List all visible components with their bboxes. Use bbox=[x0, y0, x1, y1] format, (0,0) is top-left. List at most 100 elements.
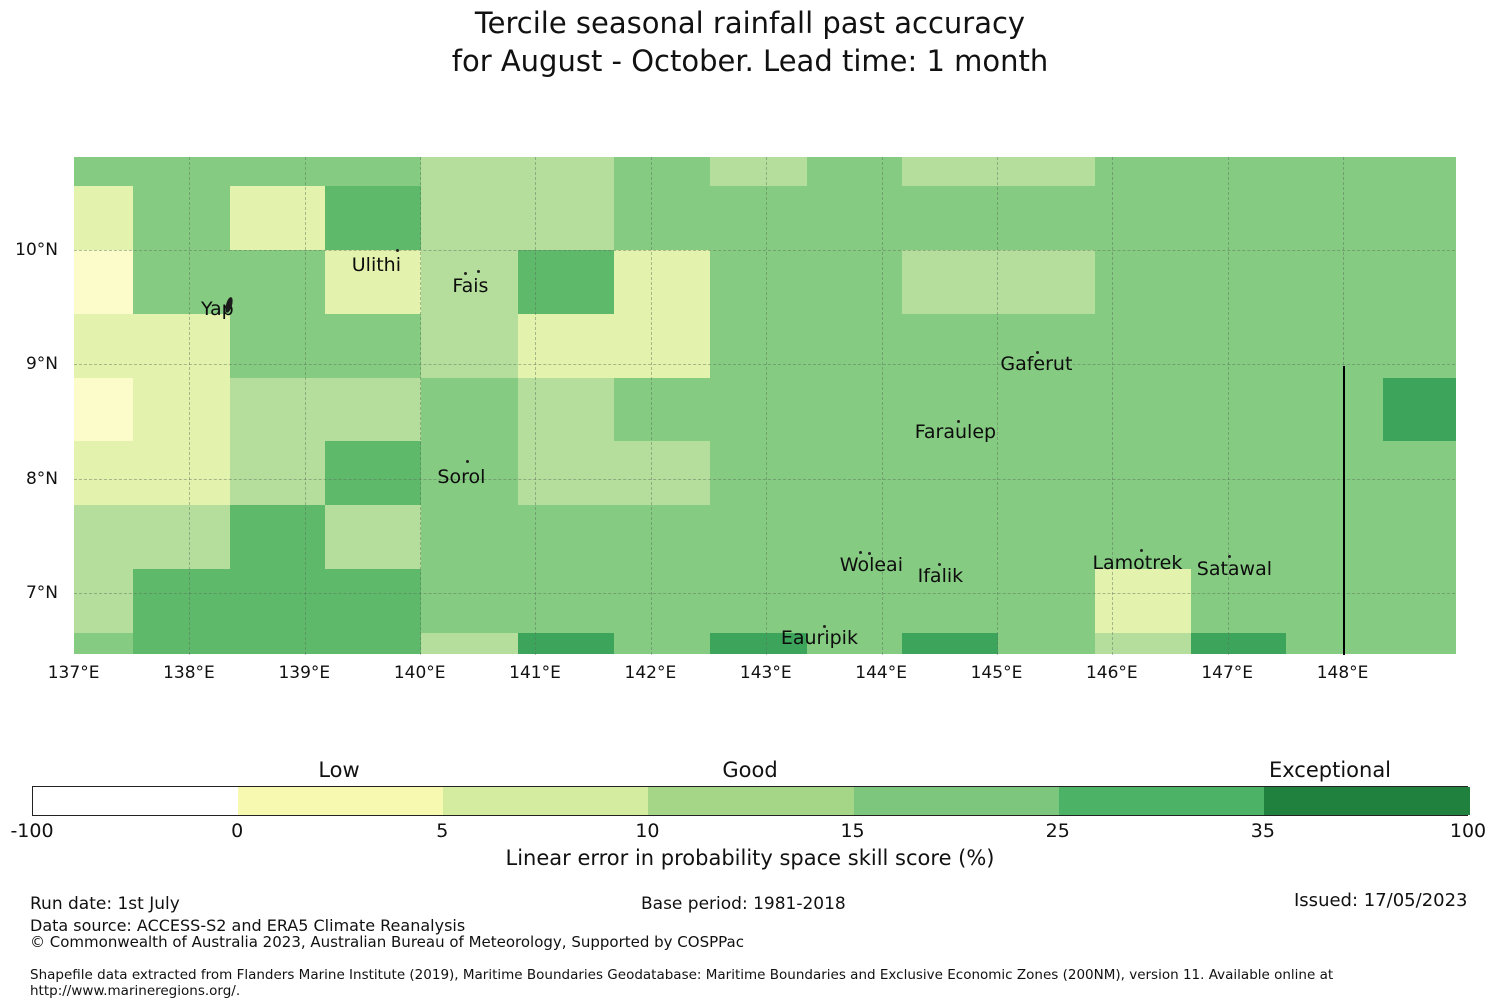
grid-cell bbox=[998, 440, 1096, 506]
grid-cell bbox=[613, 378, 711, 442]
grid-cell bbox=[1094, 378, 1192, 442]
grid-cell bbox=[229, 185, 327, 251]
grid-cell bbox=[518, 632, 615, 655]
graticule-meridian bbox=[996, 157, 998, 655]
grid-cell bbox=[806, 378, 903, 442]
graticule-meridian bbox=[420, 157, 422, 655]
grid-cell bbox=[1094, 250, 1192, 315]
footer-shapefile-note: Shapefile data extracted from Flanders M… bbox=[30, 967, 1334, 999]
island-label-ifalik: Ifalik bbox=[917, 565, 964, 587]
grid-cell bbox=[1094, 185, 1192, 251]
grid-cell bbox=[902, 157, 999, 187]
x-tick-label: 138°E bbox=[163, 663, 215, 683]
grid-cell bbox=[229, 632, 327, 655]
grid-cell bbox=[998, 568, 1096, 634]
grid-cell bbox=[1190, 440, 1288, 506]
map-plot: Yap Ulithi Fais Sorol Gaferut Faraulep Woleai I… bbox=[74, 157, 1456, 655]
colorbar-axis-label: Linear error in probability space skill … bbox=[505, 846, 995, 870]
grid-cell bbox=[229, 440, 327, 506]
grid-cell bbox=[613, 632, 711, 655]
grid-cell bbox=[229, 568, 327, 634]
graticule-meridian bbox=[304, 157, 306, 655]
grid-cell bbox=[74, 314, 134, 379]
grid-cell bbox=[518, 504, 615, 570]
island-label-sorol: Sorol bbox=[437, 466, 486, 488]
y-tick-label: 8°N bbox=[25, 468, 58, 489]
grid-cell bbox=[902, 568, 999, 634]
eez-boundary-line bbox=[1342, 366, 1345, 655]
grid-cell bbox=[902, 250, 999, 315]
island-label-satawal: Satawal bbox=[1196, 558, 1273, 580]
grid-cell bbox=[1286, 185, 1384, 251]
grid-cell bbox=[325, 632, 422, 655]
footer-issued: Issued: 17/05/2023 bbox=[1294, 890, 1468, 911]
grid-cell bbox=[613, 157, 711, 187]
grid-cell bbox=[1286, 504, 1384, 570]
x-tick-label: 148°E bbox=[1316, 663, 1369, 683]
grid-cell bbox=[1383, 157, 1456, 187]
grid-cell bbox=[421, 185, 519, 251]
grid-cell bbox=[709, 568, 808, 634]
footer-data-source: Data source: ACCESS-S2 and ERA5 Climate … bbox=[30, 916, 466, 935]
grid-cell bbox=[1190, 157, 1288, 187]
grid-cell bbox=[709, 314, 808, 379]
grid-cell bbox=[325, 157, 422, 187]
grid-cell bbox=[1190, 185, 1288, 251]
grid-cell bbox=[74, 378, 134, 442]
grid-cell bbox=[325, 250, 422, 315]
colorbar-region-label: Low bbox=[318, 758, 360, 782]
island-marker-lamotrek bbox=[1140, 549, 1144, 552]
island-marker-faraulep bbox=[957, 420, 961, 423]
grid-cell bbox=[132, 314, 231, 379]
grid-cell bbox=[74, 250, 134, 315]
grid-cell bbox=[806, 632, 903, 655]
grid-cell bbox=[229, 314, 327, 379]
grid-cell bbox=[1383, 378, 1456, 442]
island-label-lamotrek: Lamotrek bbox=[1092, 552, 1183, 574]
grid-cell bbox=[1190, 314, 1288, 379]
grid-cell bbox=[325, 504, 422, 570]
x-tick-label: 143°E bbox=[739, 663, 792, 683]
grid-cell bbox=[74, 440, 134, 506]
island-label-woleai: Woleai bbox=[839, 554, 903, 576]
grid-cell bbox=[132, 504, 231, 570]
colorbar-tick-label: 15 bbox=[840, 820, 865, 842]
grid-cell bbox=[518, 440, 615, 506]
grid-cell bbox=[325, 314, 422, 379]
grid-cell bbox=[902, 185, 999, 251]
y-tick-label: 10°N bbox=[15, 240, 58, 260]
grid-cell bbox=[518, 314, 615, 379]
x-tick-label: 137°E bbox=[47, 663, 100, 683]
grid-cell bbox=[1190, 568, 1288, 634]
grid-cell bbox=[1190, 250, 1288, 315]
grid-cell bbox=[1383, 314, 1456, 379]
colorbar-region-label: Good bbox=[722, 758, 778, 782]
island-marker-woleai bbox=[859, 551, 863, 554]
colorbar-tick-label: 35 bbox=[1250, 820, 1275, 842]
grid-cell bbox=[1190, 378, 1288, 442]
grid-cell bbox=[998, 504, 1096, 570]
grid-cell bbox=[325, 440, 422, 506]
graticule-meridian bbox=[1112, 157, 1114, 655]
colorbar-tick-label: -100 bbox=[10, 820, 54, 842]
colorbar-segment bbox=[238, 787, 445, 815]
graticule-parallel bbox=[74, 250, 1455, 251]
island-marker-woleai bbox=[868, 552, 872, 555]
grid-cell bbox=[613, 568, 711, 634]
island-label-faraulep: Faraulep bbox=[914, 421, 997, 443]
grid-cell bbox=[1383, 632, 1456, 655]
graticule-meridian bbox=[1227, 157, 1229, 655]
grid-cell bbox=[1094, 504, 1192, 570]
grid-cell bbox=[518, 568, 615, 634]
grid-cell bbox=[421, 157, 519, 187]
grid-cell bbox=[518, 185, 615, 251]
grid-cell bbox=[902, 378, 999, 442]
grid-cell bbox=[613, 185, 711, 251]
grid-cell bbox=[421, 250, 519, 315]
colorbar-region-label: Exceptional bbox=[1268, 758, 1392, 782]
grid-cell bbox=[421, 632, 519, 655]
grid-cell bbox=[1094, 568, 1192, 634]
colorbar-segment bbox=[853, 787, 1060, 815]
footer-copyright: © Commonwealth of Australia 2023, Austra… bbox=[30, 933, 744, 951]
